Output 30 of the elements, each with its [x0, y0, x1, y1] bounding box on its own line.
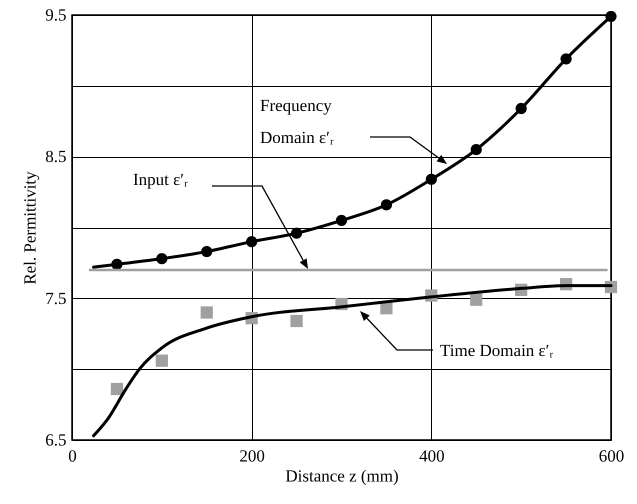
x-axis-title: Distance z (mm) [285, 466, 399, 486]
point [290, 228, 302, 239]
annotation: Frequency Domain ε′ᵣ [260, 96, 334, 147]
annotation: Input ε′ᵣ [133, 170, 188, 189]
point [516, 102, 527, 114]
x-tick-label: 600 [598, 446, 624, 466]
point [156, 253, 168, 264]
y-tick-label: 7.5 [45, 288, 66, 308]
point [246, 236, 258, 248]
point [336, 214, 348, 226]
x-tick-label: 400 [419, 446, 445, 466]
point [156, 354, 168, 367]
y-tick-label: 9.5 [45, 6, 66, 24]
x-tick-label: 200 [239, 446, 265, 466]
point [290, 314, 303, 328]
point [201, 246, 212, 258]
point [426, 174, 437, 185]
y-tick-label: 8.5 [45, 147, 66, 166]
point [380, 199, 392, 210]
point [470, 294, 482, 306]
y-tick-label: 6.5 [45, 430, 66, 450]
point [110, 382, 124, 396]
y-axis-title: Rel. Permittivity [20, 170, 40, 285]
point [111, 258, 123, 270]
point [470, 144, 482, 156]
annotation: Time Domain ε′ᵣ [440, 341, 554, 360]
x-tick-label: 0 [68, 446, 77, 466]
point [605, 10, 617, 22]
point [200, 306, 213, 319]
point [560, 53, 572, 64]
